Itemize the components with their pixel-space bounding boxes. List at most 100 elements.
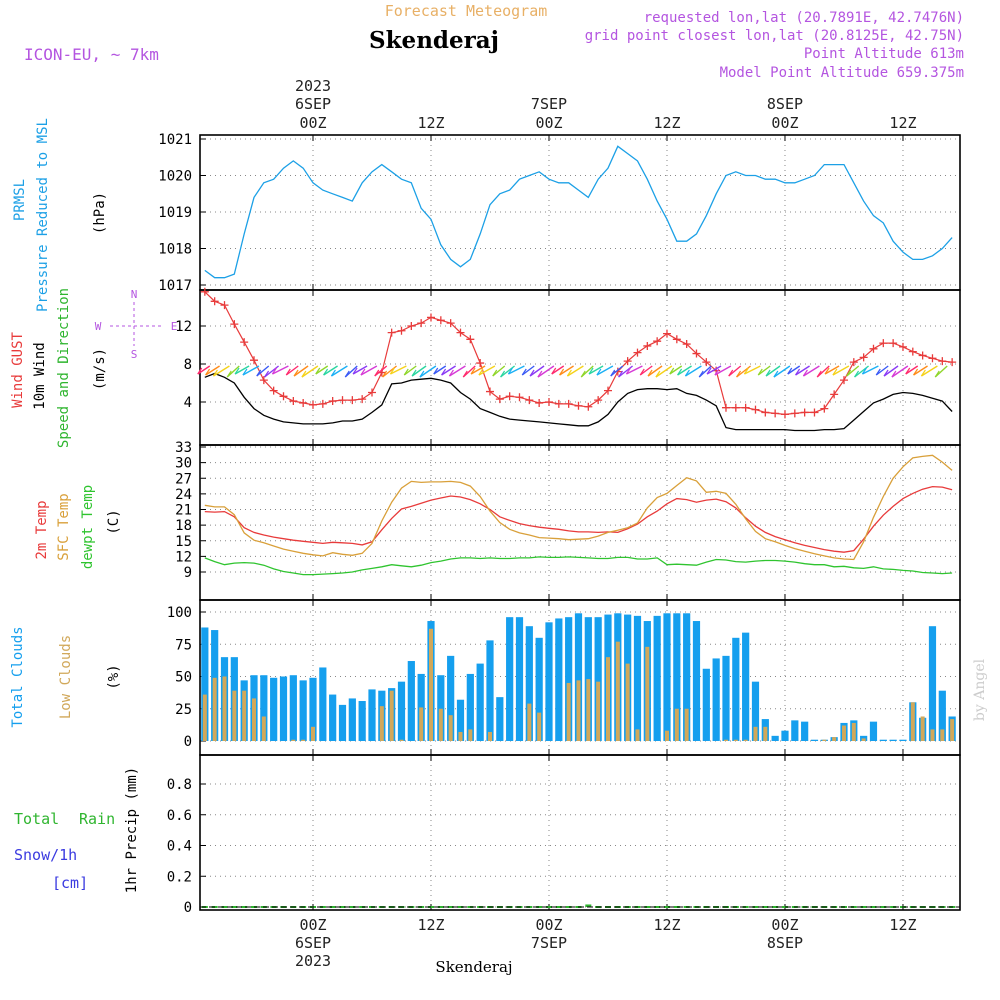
wind-direction-arrow: [698, 365, 712, 378]
total-cloud-bar: [702, 668, 710, 741]
bottom-tick-label: 12Z: [417, 916, 444, 934]
wind-direction-arrowhead: [500, 370, 506, 378]
wind-direction-arrow: [647, 365, 663, 377]
wind-direction-arrowhead: [403, 368, 409, 376]
low-cloud-bar: [841, 725, 846, 741]
gust-marker: [859, 353, 868, 362]
wind-direction-arrowhead: [271, 367, 277, 375]
gust-marker: [672, 335, 681, 344]
low-cloud-bar: [468, 729, 473, 741]
gust-marker: [328, 397, 337, 406]
wind-direction-arrow: [891, 365, 909, 378]
wind-direction-arrowhead: [728, 369, 734, 377]
low-cloud-bar: [920, 716, 925, 741]
wind-direction-arrow: [234, 365, 250, 375]
rain-bar: [673, 906, 680, 908]
rain-bar: [437, 906, 444, 908]
wind-direction-arrow: [934, 365, 948, 378]
rain-bar: [772, 906, 779, 908]
wind-direction-arrow: [411, 365, 427, 377]
rain-bar: [545, 906, 552, 908]
wind-series: [200, 287, 957, 432]
gust-marker: [436, 316, 445, 325]
gust-marker: [495, 395, 504, 404]
low-cloud-bar: [910, 702, 915, 741]
gust-marker: [584, 402, 593, 411]
compass-rose: N E S W: [95, 288, 178, 361]
low-cloud-bar: [763, 726, 768, 741]
wind-direction-arrow: [773, 365, 791, 378]
low-cloud-bar: [861, 738, 866, 741]
gust-marker: [810, 408, 819, 417]
wind-direction-arrow: [854, 365, 869, 378]
precip-total-label: Total: [14, 810, 59, 828]
wind-direction-arrowhead: [352, 367, 358, 375]
total-cloud-bar: [594, 617, 602, 741]
total-cloud-bar: [928, 626, 937, 741]
total-cloud-bar: [338, 704, 347, 741]
y-tick-label: 0.2: [167, 869, 192, 885]
bottom-date-label: 6SEP: [295, 934, 331, 952]
wind-direction-arrow: [685, 365, 702, 377]
gust-marker: [200, 287, 209, 296]
temp-2m-label: 2m Temp: [34, 500, 50, 559]
temp-sfc-label: SFC Temp: [56, 493, 72, 560]
gust-marker: [790, 409, 799, 418]
rain-bar: [349, 906, 356, 908]
bottom-tick-label: 12Z: [653, 916, 680, 934]
gust-marker: [358, 395, 367, 404]
total-cloud-bar: [653, 615, 661, 741]
wind-direction-arrow: [256, 365, 270, 377]
gust-marker: [702, 358, 711, 367]
wind-direction-arrowhead: [212, 369, 218, 377]
wind-direction-arrow: [765, 365, 781, 377]
top-date-label: 7SEP: [531, 95, 567, 113]
gust-marker: [279, 392, 288, 401]
wind-direction-arrow: [913, 365, 928, 376]
total-cloud-bar: [810, 739, 819, 741]
temp-2m-line: [204, 485, 953, 553]
gust-marker: [259, 376, 268, 385]
low-cloud-bar: [487, 731, 492, 741]
total-cloud-bar: [801, 721, 809, 741]
bottom-tick-label: 00Z: [771, 916, 798, 934]
low-cloud-bar: [566, 682, 571, 741]
wind-direction-arrowhead: [507, 367, 513, 375]
wind-direction-arrow: [559, 365, 574, 376]
chart-subtitle: Forecast Meteogram: [385, 2, 548, 20]
wind-direction-arrow: [272, 365, 289, 375]
wind-direction-arrowhead: [389, 367, 395, 375]
wind-direction-arrowhead: [655, 370, 661, 378]
total-cloud-bar: [565, 617, 573, 741]
total-cloud-bar: [712, 658, 720, 741]
total-clouds-label: Total Clouds: [10, 626, 26, 727]
wind-direction-arrowhead: [470, 367, 476, 375]
top-tick-label: 00Z: [771, 114, 798, 132]
wind-direction-arrow: [588, 365, 604, 375]
gridpoint-location: grid point closest lon,lat (20.8125E, 42…: [585, 28, 964, 44]
low-cloud-bar: [261, 716, 266, 741]
low-cloud-bar: [596, 681, 601, 741]
low-cloud-bar: [615, 641, 620, 741]
wind-direction-arrowhead: [802, 369, 808, 377]
wind-direction-arrow: [360, 365, 378, 376]
gust-marker: [839, 376, 848, 385]
wind-direction-arrowhead: [559, 368, 565, 376]
rain-bar: [585, 904, 592, 907]
total-cloud-bar: [938, 690, 946, 741]
panel-frame-precip: [199, 754, 961, 911]
top-tick-label: 12Z: [417, 114, 444, 132]
bottom-tick-label: 00Z: [299, 916, 326, 934]
total-cloud-bar: [486, 640, 494, 741]
wind-direction-arrowhead: [197, 367, 203, 375]
gust-marker: [210, 297, 219, 306]
total-cloud-bar: [722, 655, 730, 741]
model-altitude: Model Point Altitude 659.375m: [720, 65, 964, 81]
gust-marker: [731, 403, 740, 412]
gust-marker: [554, 399, 563, 408]
wind-direction-arrow: [803, 365, 820, 377]
y-tick-label: 24: [175, 487, 192, 503]
gust-marker: [387, 328, 396, 337]
